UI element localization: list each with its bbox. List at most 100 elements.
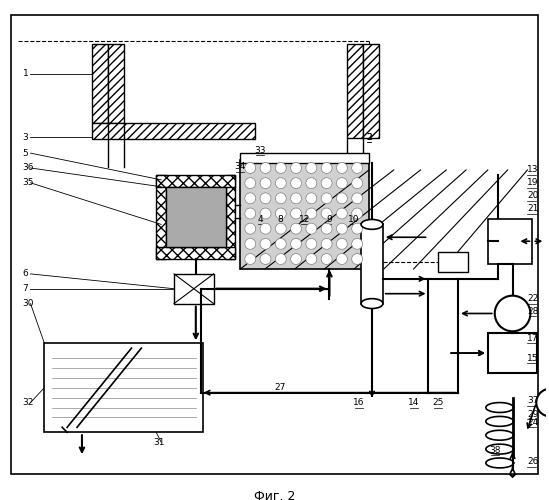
Text: 26: 26 bbox=[528, 458, 539, 466]
Bar bbox=[108, 44, 124, 124]
Text: 12: 12 bbox=[299, 215, 310, 224]
Circle shape bbox=[245, 238, 256, 250]
Text: 25: 25 bbox=[433, 398, 444, 407]
Circle shape bbox=[290, 254, 301, 264]
Text: 27: 27 bbox=[274, 383, 285, 392]
Text: 9: 9 bbox=[327, 215, 332, 224]
Bar bbox=[348, 44, 363, 138]
Circle shape bbox=[276, 162, 286, 173]
Circle shape bbox=[260, 162, 271, 173]
Circle shape bbox=[321, 238, 332, 250]
Circle shape bbox=[495, 296, 530, 332]
Circle shape bbox=[245, 178, 256, 188]
Circle shape bbox=[321, 178, 332, 188]
Circle shape bbox=[245, 208, 256, 219]
Text: 32: 32 bbox=[23, 398, 34, 407]
Text: 33: 33 bbox=[254, 146, 266, 154]
Circle shape bbox=[536, 388, 549, 416]
Text: 3: 3 bbox=[23, 133, 29, 142]
Bar bbox=[226, 175, 236, 259]
Circle shape bbox=[352, 254, 362, 264]
Bar bbox=[488, 334, 537, 373]
Text: 24: 24 bbox=[528, 418, 539, 427]
Circle shape bbox=[306, 208, 317, 219]
Text: 13: 13 bbox=[528, 166, 539, 174]
Text: 28: 28 bbox=[528, 307, 539, 316]
Circle shape bbox=[352, 223, 362, 234]
Circle shape bbox=[306, 238, 317, 250]
Circle shape bbox=[260, 254, 271, 264]
Circle shape bbox=[337, 193, 348, 204]
Text: 2: 2 bbox=[366, 133, 372, 142]
Circle shape bbox=[290, 208, 301, 219]
Text: 37: 37 bbox=[528, 396, 539, 405]
Text: 29: 29 bbox=[528, 410, 539, 419]
Text: Фиг. 2: Фиг. 2 bbox=[254, 490, 295, 500]
Bar bbox=[240, 160, 369, 269]
Circle shape bbox=[306, 223, 317, 234]
Text: 16: 16 bbox=[354, 398, 365, 407]
Circle shape bbox=[245, 193, 256, 204]
Circle shape bbox=[337, 208, 348, 219]
Circle shape bbox=[306, 193, 317, 204]
Text: 5: 5 bbox=[23, 148, 29, 158]
Bar bbox=[44, 343, 203, 432]
Text: 7: 7 bbox=[23, 284, 29, 293]
Circle shape bbox=[352, 178, 362, 188]
Circle shape bbox=[276, 208, 286, 219]
Text: 36: 36 bbox=[23, 164, 34, 172]
Text: 1: 1 bbox=[23, 70, 29, 78]
Circle shape bbox=[352, 193, 362, 204]
Bar bbox=[92, 44, 108, 124]
Bar bbox=[166, 187, 226, 247]
Circle shape bbox=[260, 238, 271, 250]
Circle shape bbox=[260, 178, 271, 188]
Bar bbox=[92, 124, 255, 140]
Bar bbox=[488, 220, 533, 264]
Circle shape bbox=[352, 208, 362, 219]
Text: 38: 38 bbox=[489, 446, 501, 454]
Circle shape bbox=[290, 178, 301, 188]
Text: 15: 15 bbox=[528, 354, 539, 362]
Text: 20: 20 bbox=[528, 191, 539, 200]
Bar bbox=[156, 175, 166, 259]
Text: 6: 6 bbox=[23, 270, 29, 278]
Circle shape bbox=[276, 193, 286, 204]
Circle shape bbox=[321, 254, 332, 264]
Circle shape bbox=[306, 162, 317, 173]
Text: 14: 14 bbox=[408, 398, 419, 407]
Text: 19: 19 bbox=[528, 178, 539, 188]
Bar bbox=[363, 44, 379, 138]
Circle shape bbox=[276, 254, 286, 264]
Circle shape bbox=[260, 223, 271, 234]
Circle shape bbox=[276, 178, 286, 188]
Text: 17: 17 bbox=[528, 334, 539, 342]
Text: 30: 30 bbox=[23, 299, 34, 308]
Circle shape bbox=[337, 238, 348, 250]
Circle shape bbox=[245, 254, 256, 264]
Circle shape bbox=[352, 238, 362, 250]
Circle shape bbox=[290, 238, 301, 250]
Circle shape bbox=[245, 223, 256, 234]
Text: 34: 34 bbox=[234, 162, 246, 172]
Ellipse shape bbox=[361, 298, 383, 308]
Text: 21: 21 bbox=[528, 204, 539, 213]
Bar bbox=[174, 274, 214, 304]
Polygon shape bbox=[488, 373, 537, 398]
Circle shape bbox=[337, 254, 348, 264]
Text: 35: 35 bbox=[23, 178, 34, 188]
Circle shape bbox=[321, 193, 332, 204]
Circle shape bbox=[306, 254, 317, 264]
Text: 10: 10 bbox=[349, 215, 360, 224]
Bar bbox=[240, 153, 369, 163]
Circle shape bbox=[276, 238, 286, 250]
Circle shape bbox=[276, 223, 286, 234]
Text: 8: 8 bbox=[277, 215, 283, 224]
Circle shape bbox=[290, 162, 301, 173]
Bar bbox=[156, 247, 236, 259]
Circle shape bbox=[337, 223, 348, 234]
Circle shape bbox=[337, 178, 348, 188]
Text: 31: 31 bbox=[153, 438, 165, 446]
Circle shape bbox=[290, 193, 301, 204]
Circle shape bbox=[245, 162, 256, 173]
